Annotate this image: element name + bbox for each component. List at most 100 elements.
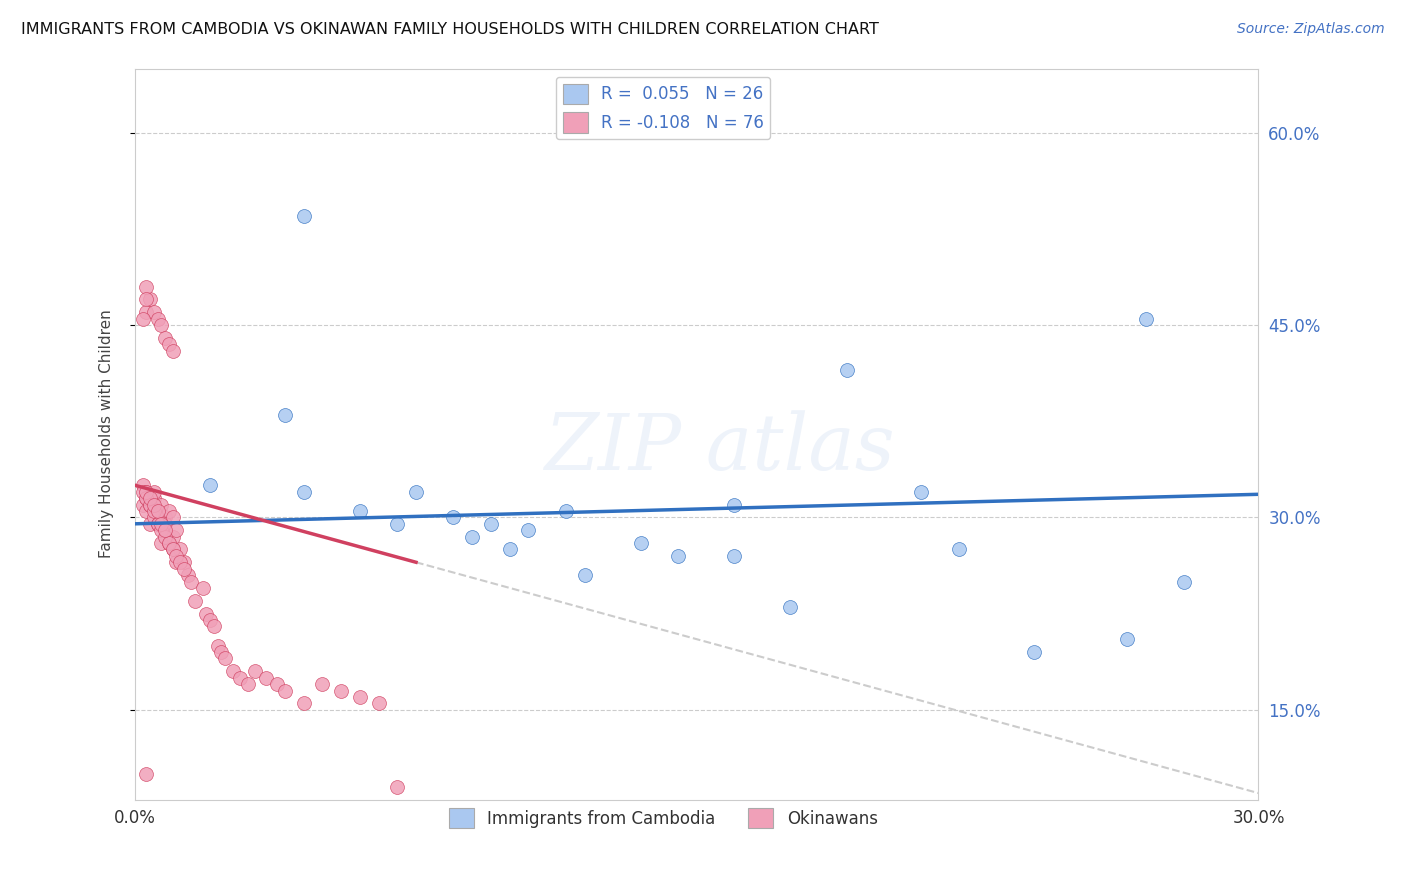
Point: [142, 498, 165, 512]
Point: [162, 542, 184, 557]
Point: [243, 665, 266, 679]
Point: [139, 516, 162, 531]
Point: [139, 293, 162, 307]
Point: [367, 696, 389, 710]
Point: [1116, 632, 1139, 647]
Point: [723, 498, 745, 512]
Point: [142, 491, 165, 505]
Point: [173, 562, 195, 576]
Point: [405, 484, 427, 499]
Point: [153, 331, 176, 345]
Point: [139, 498, 162, 512]
Point: [292, 696, 315, 710]
Point: [498, 542, 520, 557]
Point: [330, 683, 353, 698]
Point: [349, 690, 371, 704]
Point: [1022, 645, 1045, 659]
Text: IMMIGRANTS FROM CAMBODIA VS OKINAWAN FAMILY HOUSEHOLDS WITH CHILDREN CORRELATION: IMMIGRANTS FROM CAMBODIA VS OKINAWAN FAM…: [21, 22, 879, 37]
Point: [229, 671, 252, 685]
Point: [209, 645, 232, 659]
Point: [153, 510, 176, 524]
Point: [146, 504, 169, 518]
Point: [835, 363, 858, 377]
Point: [198, 478, 221, 492]
Point: [131, 498, 153, 512]
Point: [169, 542, 191, 557]
Legend: Immigrants from Cambodia, Okinawans: Immigrants from Cambodia, Okinawans: [441, 801, 884, 835]
Point: [948, 542, 970, 557]
Point: [162, 510, 184, 524]
Point: [142, 305, 165, 319]
Point: [1173, 574, 1195, 589]
Point: [135, 484, 157, 499]
Point: [135, 279, 157, 293]
Point: [150, 536, 173, 550]
Point: [157, 536, 180, 550]
Point: [135, 293, 157, 307]
Point: [180, 574, 202, 589]
Point: [146, 516, 169, 531]
Text: ZIP atlas: ZIP atlas: [544, 410, 894, 487]
Point: [1135, 311, 1157, 326]
Text: Source: ZipAtlas.com: Source: ZipAtlas.com: [1237, 22, 1385, 37]
Point: [135, 491, 157, 505]
Point: [387, 516, 409, 531]
Point: [139, 491, 162, 505]
Point: [479, 516, 502, 531]
Point: [139, 498, 162, 512]
Point: [184, 593, 207, 607]
Point: [165, 555, 187, 569]
Point: [153, 516, 176, 531]
Point: [165, 549, 187, 563]
Point: [176, 568, 198, 582]
Point: [554, 504, 576, 518]
Point: [150, 318, 173, 332]
Point: [630, 536, 652, 550]
Y-axis label: Family Households with Children: Family Households with Children: [100, 310, 114, 558]
Point: [574, 568, 596, 582]
Point: [274, 683, 297, 698]
Point: [135, 305, 157, 319]
Point: [146, 516, 169, 531]
Point: [165, 523, 187, 537]
Point: [221, 665, 243, 679]
Point: [135, 484, 157, 499]
Point: [150, 523, 173, 537]
Point: [236, 677, 259, 691]
Point: [779, 600, 801, 615]
Point: [135, 767, 157, 781]
Point: [666, 549, 689, 563]
Point: [150, 498, 173, 512]
Point: [150, 516, 173, 531]
Point: [214, 651, 236, 665]
Point: [157, 337, 180, 351]
Point: [142, 510, 165, 524]
Point: [162, 530, 184, 544]
Point: [311, 677, 333, 691]
Point: [146, 311, 169, 326]
Point: [461, 530, 484, 544]
Point: [254, 671, 277, 685]
Point: [142, 504, 165, 518]
Point: [292, 209, 315, 223]
Point: [266, 677, 288, 691]
Point: [191, 581, 214, 595]
Point: [274, 408, 297, 422]
Point: [292, 484, 315, 499]
Point: [443, 510, 465, 524]
Point: [910, 484, 932, 499]
Point: [387, 780, 409, 794]
Point: [723, 549, 745, 563]
Point: [349, 504, 371, 518]
Point: [162, 542, 184, 557]
Point: [198, 613, 221, 627]
Point: [195, 607, 218, 621]
Point: [517, 523, 540, 537]
Point: [162, 343, 184, 358]
Point: [207, 639, 229, 653]
Point: [142, 484, 165, 499]
Point: [157, 536, 180, 550]
Point: [173, 555, 195, 569]
Point: [153, 523, 176, 537]
Point: [131, 478, 153, 492]
